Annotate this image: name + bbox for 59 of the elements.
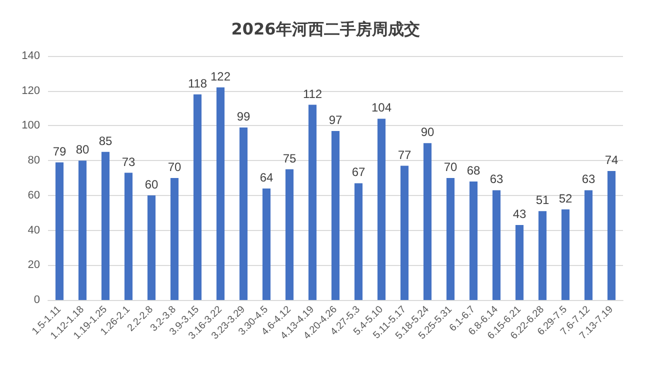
bar (193, 94, 202, 300)
bar (308, 104, 317, 300)
chart-title: 2026年河西二手房周成交 (231, 20, 420, 38)
data-label: 97 (328, 112, 342, 127)
data-label: 75 (282, 151, 296, 166)
y-tick-label: 40 (28, 224, 40, 236)
bar (561, 209, 570, 300)
y-tick-label: 60 (28, 189, 40, 202)
bar (78, 160, 87, 300)
data-label: 85 (98, 134, 112, 148)
data-label: 64 (260, 170, 274, 184)
bar (55, 162, 64, 300)
data-label: 73 (122, 154, 136, 169)
bar (469, 181, 478, 300)
bar (101, 152, 110, 300)
bar (515, 225, 524, 300)
data-label: 43 (512, 207, 526, 222)
data-label: 90 (420, 125, 434, 140)
y-tick-label: 20 (28, 259, 40, 272)
bar (607, 171, 616, 300)
y-tick-label: 120 (22, 84, 40, 97)
y-tick-label: 140 (22, 50, 40, 62)
data-label: 60 (144, 177, 158, 192)
data-label: 67 (352, 165, 366, 180)
data-label: 104 (371, 100, 392, 115)
bar (147, 195, 156, 300)
bar (216, 87, 225, 300)
data-label: 52 (558, 191, 572, 206)
bar (331, 130, 340, 300)
data-label: 99 (236, 109, 250, 124)
data-label: 77 (398, 148, 412, 162)
bar (124, 172, 133, 300)
bar (492, 190, 501, 300)
bar (377, 118, 386, 300)
data-label: 118 (188, 76, 208, 90)
data-label: 51 (536, 193, 550, 208)
data-label: 68 (466, 163, 480, 178)
data-label: 70 (444, 160, 458, 174)
bar (423, 143, 432, 300)
y-tick-label: 80 (28, 154, 40, 167)
bar (400, 166, 409, 300)
bar (285, 169, 294, 300)
bar (446, 178, 455, 300)
data-label: 63 (490, 172, 504, 186)
bar (538, 211, 547, 300)
bar (354, 183, 363, 300)
data-label: 79 (52, 144, 66, 158)
bar (262, 188, 271, 300)
data-label: 112 (302, 86, 322, 101)
y-tick-label: 0 (34, 294, 40, 306)
bar (584, 190, 593, 300)
data-label: 80 (76, 142, 90, 157)
y-tick-label: 100 (22, 120, 40, 132)
bar (170, 178, 179, 300)
data-label: 70 (168, 160, 182, 174)
bar (239, 127, 248, 300)
data-label: 122 (210, 69, 231, 84)
data-label: 63 (582, 172, 596, 186)
data-label: 74 (604, 153, 618, 168)
